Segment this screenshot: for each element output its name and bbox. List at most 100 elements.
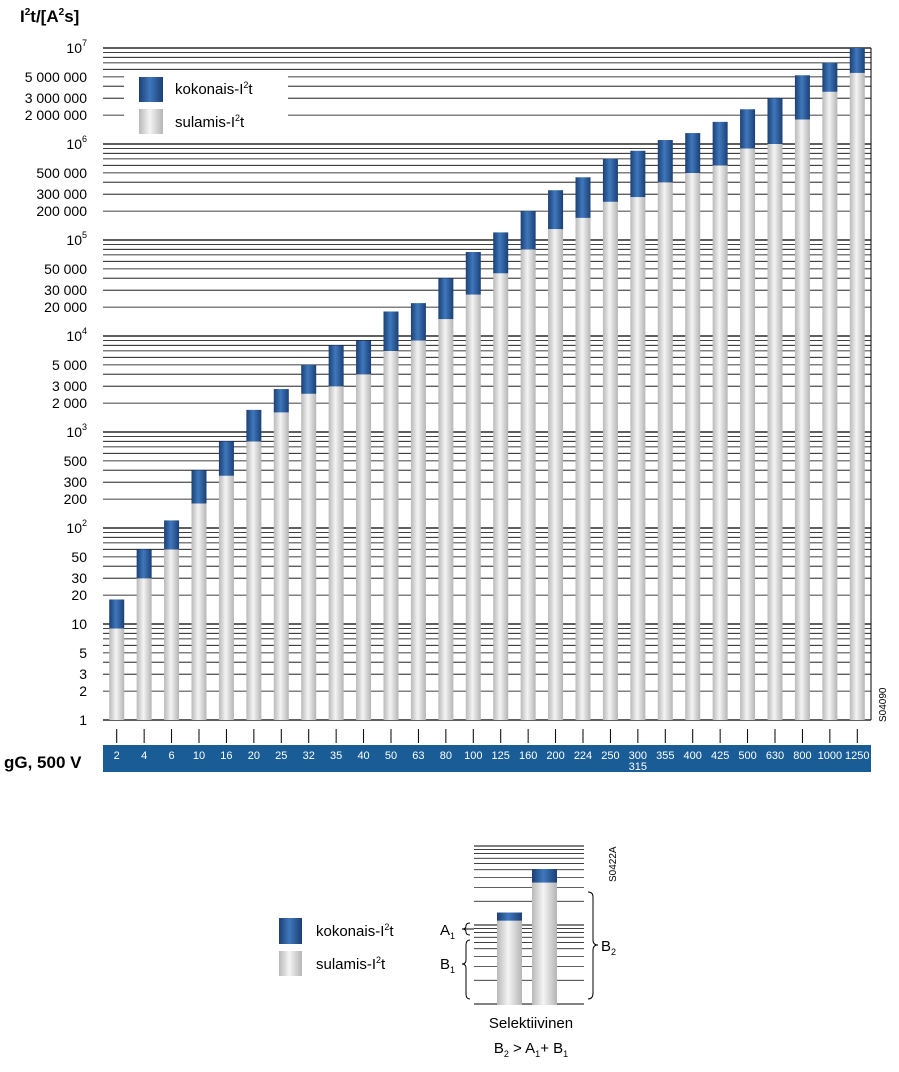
bar-melting-2	[109, 628, 125, 720]
y-tick-label: 3	[79, 666, 87, 682]
y-tick-label: 30	[71, 570, 87, 586]
x-tick-label-1250: 1250	[845, 750, 869, 762]
bar-melting-355	[657, 182, 673, 720]
y-axis-title-part: s]	[64, 7, 79, 26]
bar-melting-10	[191, 503, 207, 720]
formula-part: A	[525, 1040, 535, 1057]
inset-legend-label-melting: sulamis-I2t	[316, 955, 386, 973]
label-b1-text: B	[440, 956, 450, 973]
label-b2-sub: 2	[611, 947, 616, 957]
bars	[109, 48, 865, 721]
y-tick-label: 200 000	[36, 203, 87, 219]
bar-melting-200	[548, 229, 564, 720]
x-tick-label-6: 6	[169, 750, 175, 762]
bar-total-25	[273, 389, 289, 413]
inset-formula: B2 > A1+ B1	[494, 1040, 568, 1059]
inset-grid-lines	[474, 845, 584, 1005]
bar-total-250	[602, 158, 618, 202]
y-tick-exponent: 3	[82, 422, 87, 432]
bar-melting-224	[575, 217, 591, 721]
y-tick-exponent: 2	[82, 518, 87, 528]
inset-legend-label-melting-text: t	[381, 956, 386, 973]
x-ticks	[116, 729, 858, 743]
y-tick-exponent: 6	[82, 134, 87, 144]
legend-label-total-text: kokonais-I	[175, 81, 243, 98]
x-tick-label-80: 80	[440, 750, 452, 762]
y-tick-label: 500	[64, 453, 88, 469]
bar-total-800	[794, 75, 810, 120]
bar-melting-300	[630, 197, 646, 721]
y-tick-base: 10	[66, 424, 82, 440]
bar-melting-160	[520, 249, 536, 721]
bar-melting-35	[328, 386, 344, 720]
legend-label-total-text: t	[248, 81, 253, 98]
bar-total-425	[712, 121, 728, 166]
bar-melting-16	[218, 475, 234, 720]
formula-sub: 2	[504, 1049, 509, 1059]
bar-total-50	[383, 311, 399, 351]
x-tick-label-630: 630	[766, 750, 784, 762]
formula-sub: 1	[563, 1049, 568, 1059]
bar-total-224	[575, 177, 591, 218]
brace-b2	[587, 891, 599, 1000]
y-tick-base: 10	[66, 136, 82, 152]
bar-total-500	[740, 109, 756, 149]
bar-melting-1000	[822, 91, 838, 720]
inset-title: Selektiivinen	[489, 1015, 573, 1032]
y-tick-label: 105	[66, 230, 87, 248]
bar-total-40	[356, 340, 372, 375]
y-tick-exponent: 5	[82, 230, 87, 240]
category-band	[103, 745, 871, 772]
y-tick-label: 107	[66, 38, 87, 56]
bar-melting-250	[602, 201, 618, 721]
figure-code-inset: S0422A	[608, 846, 619, 882]
label-a1-text: A	[440, 922, 450, 939]
formula-sub: 1	[535, 1049, 540, 1059]
bar-melting-500	[740, 148, 756, 721]
selectivity-diagram: kokonais-I2t sulamis-I2t A1 B1 B2 S0422A…	[279, 845, 619, 1059]
inset-legend-label-melting-sup: 2	[376, 955, 381, 965]
x-tick-label-800: 800	[793, 750, 811, 762]
y-axis-title-sup: 2	[25, 7, 31, 18]
bar-total-200	[548, 190, 564, 230]
bar-total-10	[191, 470, 207, 504]
bar-total-6	[164, 520, 180, 550]
legend-label-total: kokonais-I2t	[175, 80, 253, 98]
inset-legend-label-total: kokonais-I2t	[316, 922, 394, 940]
y-tick-base: 10	[66, 520, 82, 536]
legend-label-melting-text: t	[240, 114, 245, 131]
bar-melting-50	[383, 350, 399, 720]
legend-swatch-total	[139, 77, 163, 102]
legend-label-melting: sulamis-I2t	[175, 113, 245, 131]
bar-total-20	[246, 409, 262, 442]
x-tick-label-10: 10	[193, 750, 205, 762]
y-tick-label: 5 000 000	[25, 69, 87, 85]
figure-code-main: S04090	[878, 687, 889, 722]
inset-legend-label-melting-text: sulamis-I	[316, 956, 376, 973]
x-tick-label-425: 425	[711, 750, 729, 762]
legend-swatch-melting	[139, 109, 163, 134]
bar-total-630	[767, 98, 783, 144]
bar-total-125	[493, 232, 509, 274]
bar-melting-125	[493, 273, 509, 720]
bar-total-4	[136, 549, 152, 579]
inset-bars	[497, 869, 557, 1005]
x-tick-label-2: 2	[114, 750, 120, 762]
formula-part: B	[553, 1040, 563, 1057]
x-tick-label-500: 500	[738, 750, 756, 762]
y-tick-label: 2	[79, 683, 87, 699]
bar-total-160	[520, 211, 536, 250]
y-tick-label: 104	[66, 326, 87, 344]
label-b2: B2	[601, 938, 616, 957]
y-tick-label: 50	[71, 549, 87, 565]
bar-total-400	[685, 133, 701, 173]
x-tick-label-35: 35	[330, 750, 342, 762]
y-tick-label: 50 000	[44, 261, 87, 277]
y-tick-label: 10	[71, 616, 87, 632]
label-b1: B1	[440, 956, 455, 975]
x-tick-label-20: 20	[248, 750, 260, 762]
bar-melting-25	[273, 412, 289, 720]
bar-melting-4	[136, 578, 152, 720]
